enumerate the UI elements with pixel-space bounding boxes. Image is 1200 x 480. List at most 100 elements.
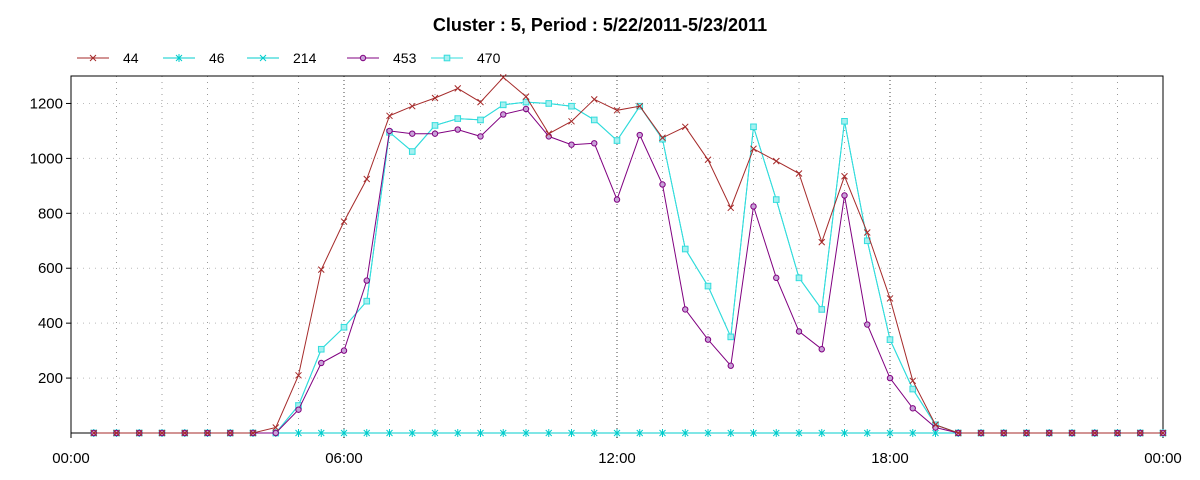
data-point	[545, 100, 553, 107]
legend-item-470: 470	[431, 50, 501, 66]
data-point	[477, 133, 484, 140]
data-point	[795, 328, 803, 335]
data-point	[772, 429, 780, 437]
data-point	[340, 429, 348, 437]
y-tick-label: 200	[38, 370, 63, 387]
data-point	[613, 106, 621, 114]
data-point	[750, 203, 757, 210]
data-point	[682, 306, 689, 313]
data-point	[613, 429, 621, 437]
data-point	[704, 336, 712, 343]
data-point	[226, 429, 234, 437]
data-point	[545, 130, 553, 138]
legend-item-453: 453	[347, 50, 417, 66]
data-point	[909, 377, 917, 385]
data-point	[1091, 429, 1099, 437]
data-point	[1114, 429, 1121, 437]
data-point	[681, 429, 689, 437]
data-point	[591, 140, 598, 147]
data-point	[954, 429, 962, 437]
data-point	[818, 346, 825, 353]
data-point	[636, 102, 644, 110]
data-point	[363, 429, 371, 437]
data-point	[636, 131, 643, 139]
data-point	[727, 204, 735, 212]
data-point	[750, 145, 757, 153]
legend-item-44: 44	[77, 50, 139, 66]
data-point	[932, 421, 939, 429]
data-point	[1023, 429, 1030, 437]
data-point	[795, 274, 803, 282]
data-point	[659, 181, 666, 188]
data-point	[90, 429, 98, 437]
legend-label: 214	[293, 50, 317, 66]
legend-label: 453	[393, 50, 417, 66]
data-point	[295, 406, 302, 413]
data-point	[386, 429, 393, 437]
data-point	[454, 85, 462, 92]
data-point	[750, 123, 757, 131]
series-214	[90, 98, 1167, 437]
data-point	[295, 371, 302, 379]
legend: 44 46 214 453 470	[77, 50, 501, 66]
data-point	[841, 172, 848, 180]
y-tick-label: 1000	[30, 150, 63, 167]
data-point	[272, 424, 280, 431]
data-point	[1159, 429, 1167, 437]
data-point	[477, 429, 484, 437]
data-point	[590, 95, 598, 103]
data-point	[681, 123, 689, 131]
data-point	[408, 102, 416, 110]
data-point	[841, 192, 848, 199]
plot-area	[70, 75, 1164, 434]
data-point	[590, 429, 598, 437]
series-line-44	[93, 76, 1163, 434]
data-point	[454, 115, 462, 122]
data-point	[135, 429, 143, 437]
data-point	[727, 429, 735, 437]
x-tick-label: 18:00	[871, 450, 909, 467]
grid	[71, 76, 1163, 433]
data-point	[704, 429, 712, 437]
x-tick-label: 06:00	[325, 450, 363, 467]
data-point	[545, 429, 553, 437]
data-point	[795, 170, 803, 177]
data-point	[113, 429, 120, 437]
legend-label: 46	[209, 50, 225, 66]
data-point	[659, 134, 666, 142]
series-line-470	[93, 101, 1163, 434]
data-point	[499, 101, 507, 109]
data-point	[863, 429, 871, 437]
data-point	[317, 345, 325, 353]
data-point	[818, 306, 826, 313]
data-point	[500, 111, 507, 118]
series-453	[90, 105, 1167, 437]
series-line-214	[93, 101, 1163, 434]
data-point	[363, 277, 370, 284]
data-point	[295, 429, 302, 437]
data-point	[886, 336, 894, 343]
legend-label: 470	[477, 50, 501, 66]
data-point	[477, 116, 484, 124]
data-point	[408, 429, 416, 437]
data-point	[181, 429, 189, 437]
data-point	[431, 122, 439, 129]
data-point	[408, 148, 416, 155]
data-point	[772, 196, 780, 203]
data-point	[431, 429, 439, 437]
data-point	[443, 54, 451, 62]
data-point	[568, 141, 575, 148]
data-point	[259, 54, 267, 62]
data-point	[363, 175, 371, 183]
axes: 200 400 600 800 1000 1200 00:00 06:00 12:00 18:00…	[30, 95, 1182, 467]
x-tick-label: 12:00	[598, 450, 636, 467]
data-point	[158, 429, 166, 437]
data-point	[864, 321, 871, 328]
y-tick-label: 1200	[30, 95, 63, 112]
data-point	[659, 429, 666, 437]
data-point	[590, 116, 598, 124]
data-point	[886, 374, 894, 382]
data-point	[681, 245, 689, 253]
y-tick-label: 800	[38, 205, 63, 222]
